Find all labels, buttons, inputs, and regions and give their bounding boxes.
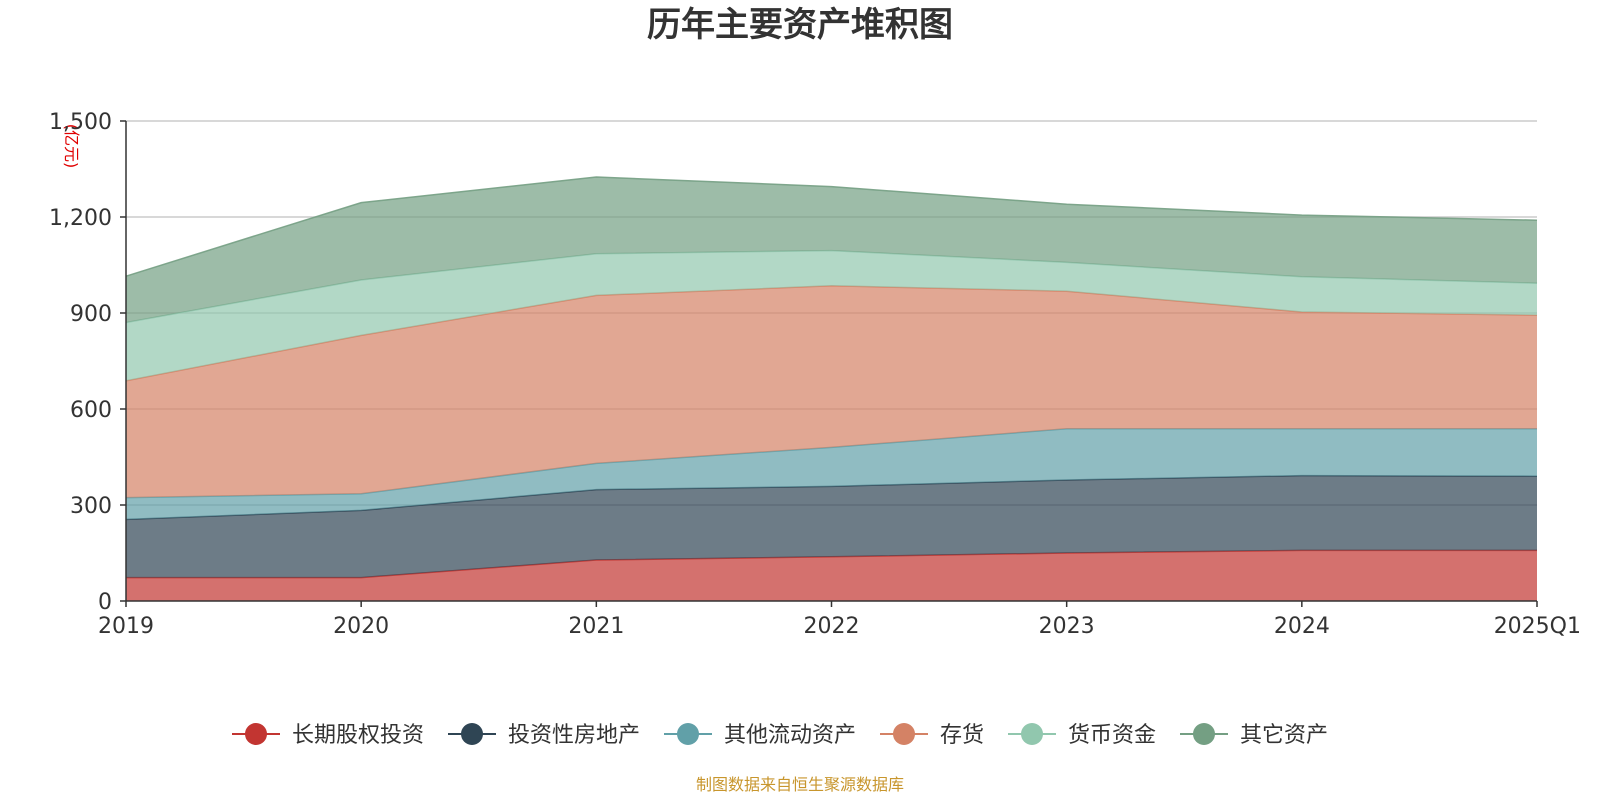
area-series-4 xyxy=(126,285,1537,498)
legend-marker xyxy=(893,723,915,745)
y-tick-label: 900 xyxy=(70,302,112,327)
x-tick-label: 2019 xyxy=(98,614,154,639)
y-tick-label: 0 xyxy=(98,590,112,615)
legend-marker xyxy=(1193,723,1215,745)
legend-label: 长期股权投资 xyxy=(292,723,424,748)
legend[interactable]: 长期股权投资 投资性房地产 其他流动资产 存货 货币资金 其它资产 xyxy=(232,723,1328,748)
x-tick-label: 2025Q1 xyxy=(1494,614,1581,639)
chart-title: 历年主要资产堆积图 xyxy=(647,5,953,45)
legend-marker xyxy=(677,723,699,745)
legend-label: 其他流动资产 xyxy=(724,723,856,748)
area-series-3 xyxy=(126,428,1537,520)
area-series-1 xyxy=(126,550,1537,601)
y-tick-label: 300 xyxy=(70,494,112,519)
legend-label: 货币资金 xyxy=(1068,723,1156,748)
y-tick-label: 1,200 xyxy=(49,206,112,231)
legend-item-3[interactable]: 其他流动资产 xyxy=(664,723,856,748)
x-tick-label: 2024 xyxy=(1274,614,1330,639)
y-tick-label: 600 xyxy=(70,398,112,423)
area-series-5 xyxy=(126,250,1537,381)
x-tick-label: 2020 xyxy=(333,614,389,639)
legend-item-2[interactable]: 投资性房地产 xyxy=(448,723,640,748)
area-series-2 xyxy=(126,475,1537,578)
y-axis-unit-label: (亿元) xyxy=(62,124,81,169)
legend-marker xyxy=(245,723,267,745)
legend-label: 其它资产 xyxy=(1240,723,1328,748)
area-series-edge-6 xyxy=(125,176,1538,277)
x-tick-label: 2023 xyxy=(1039,614,1095,639)
legend-item-6[interactable]: 其它资产 xyxy=(1180,723,1328,748)
legend-marker xyxy=(1021,723,1043,745)
legend-label: 投资性房地产 xyxy=(508,723,640,748)
area-series-6 xyxy=(126,177,1537,323)
y-tick-label: 1,500 xyxy=(49,110,112,135)
x-tick-label: 2022 xyxy=(804,614,860,639)
axes: 0 300 600 900 1,200 1,500 2019 2020 2021 2022 2023… xyxy=(49,110,1581,639)
legend-item-4[interactable]: 存货 xyxy=(880,723,984,748)
data-source-note: 制图数据来自恒生聚源数据库 xyxy=(696,775,904,794)
legend-item-1[interactable]: 长期股权投资 xyxy=(232,723,424,748)
area-series-group xyxy=(125,176,1538,601)
x-tick-label: 2021 xyxy=(568,614,624,639)
legend-marker xyxy=(461,723,483,745)
legend-item-5[interactable]: 货币资金 xyxy=(1008,723,1156,748)
legend-label: 存货 xyxy=(940,723,984,748)
